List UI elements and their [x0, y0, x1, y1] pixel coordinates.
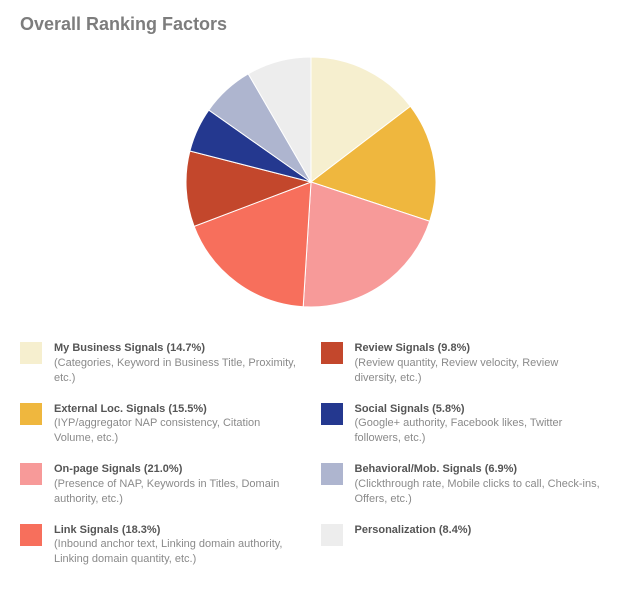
legend-swatch	[321, 524, 343, 546]
legend-swatch	[20, 463, 42, 485]
legend-item: External Loc. Signals (15.5%)(IYP/aggreg…	[20, 402, 301, 447]
legend-label: External Loc. Signals (15.5%)	[54, 402, 301, 417]
legend: My Business Signals (14.7%)(Categories, …	[20, 341, 601, 567]
legend-text: Review Signals (9.8%)(Review quantity, R…	[355, 341, 602, 386]
legend-label: On-page Signals (21.0%)	[54, 462, 301, 477]
legend-label: Link Signals (18.3%)	[54, 523, 301, 538]
legend-desc: (Presence of NAP, Keywords in Titles, Do…	[54, 477, 301, 507]
legend-desc: (Inbound anchor text, Linking domain aut…	[54, 537, 301, 567]
legend-item: Behavioral/Mob. Signals (6.9%)(Clickthro…	[321, 462, 602, 507]
page-title: Overall Ranking Factors	[20, 14, 601, 35]
legend-item: Personalization (8.4%)	[321, 523, 602, 568]
legend-label: Review Signals (9.8%)	[355, 341, 602, 356]
legend-text: Social Signals (5.8%)(Google+ authority,…	[355, 402, 602, 447]
legend-item: On-page Signals (21.0%)(Presence of NAP,…	[20, 462, 301, 507]
legend-text: External Loc. Signals (15.5%)(IYP/aggreg…	[54, 402, 301, 447]
legend-label: Personalization (8.4%)	[355, 523, 472, 538]
legend-text: Link Signals (18.3%)(Inbound anchor text…	[54, 523, 301, 568]
pie-chart-container	[20, 43, 601, 341]
legend-swatch	[20, 524, 42, 546]
pie-chart	[156, 47, 466, 317]
legend-swatch	[321, 403, 343, 425]
legend-text: Personalization (8.4%)	[355, 523, 472, 538]
legend-label: Behavioral/Mob. Signals (6.9%)	[355, 462, 602, 477]
legend-desc: (Review quantity, Review velocity, Revie…	[355, 356, 602, 386]
legend-swatch	[20, 403, 42, 425]
legend-desc: (Google+ authority, Facebook likes, Twit…	[355, 416, 602, 446]
legend-desc: (Categories, Keyword in Business Title, …	[54, 356, 301, 386]
legend-swatch	[321, 342, 343, 364]
legend-swatch	[321, 463, 343, 485]
legend-item: Review Signals (9.8%)(Review quantity, R…	[321, 341, 602, 386]
legend-text: My Business Signals (14.7%)(Categories, …	[54, 341, 301, 386]
legend-text: On-page Signals (21.0%)(Presence of NAP,…	[54, 462, 301, 507]
legend-swatch	[20, 342, 42, 364]
legend-label: My Business Signals (14.7%)	[54, 341, 301, 356]
legend-item: Social Signals (5.8%)(Google+ authority,…	[321, 402, 602, 447]
legend-label: Social Signals (5.8%)	[355, 402, 602, 417]
legend-item: Link Signals (18.3%)(Inbound anchor text…	[20, 523, 301, 568]
legend-desc: (Clickthrough rate, Mobile clicks to cal…	[355, 477, 602, 507]
legend-text: Behavioral/Mob. Signals (6.9%)(Clickthro…	[355, 462, 602, 507]
legend-desc: (IYP/aggregator NAP consistency, Citatio…	[54, 416, 301, 446]
legend-item: My Business Signals (14.7%)(Categories, …	[20, 341, 301, 386]
